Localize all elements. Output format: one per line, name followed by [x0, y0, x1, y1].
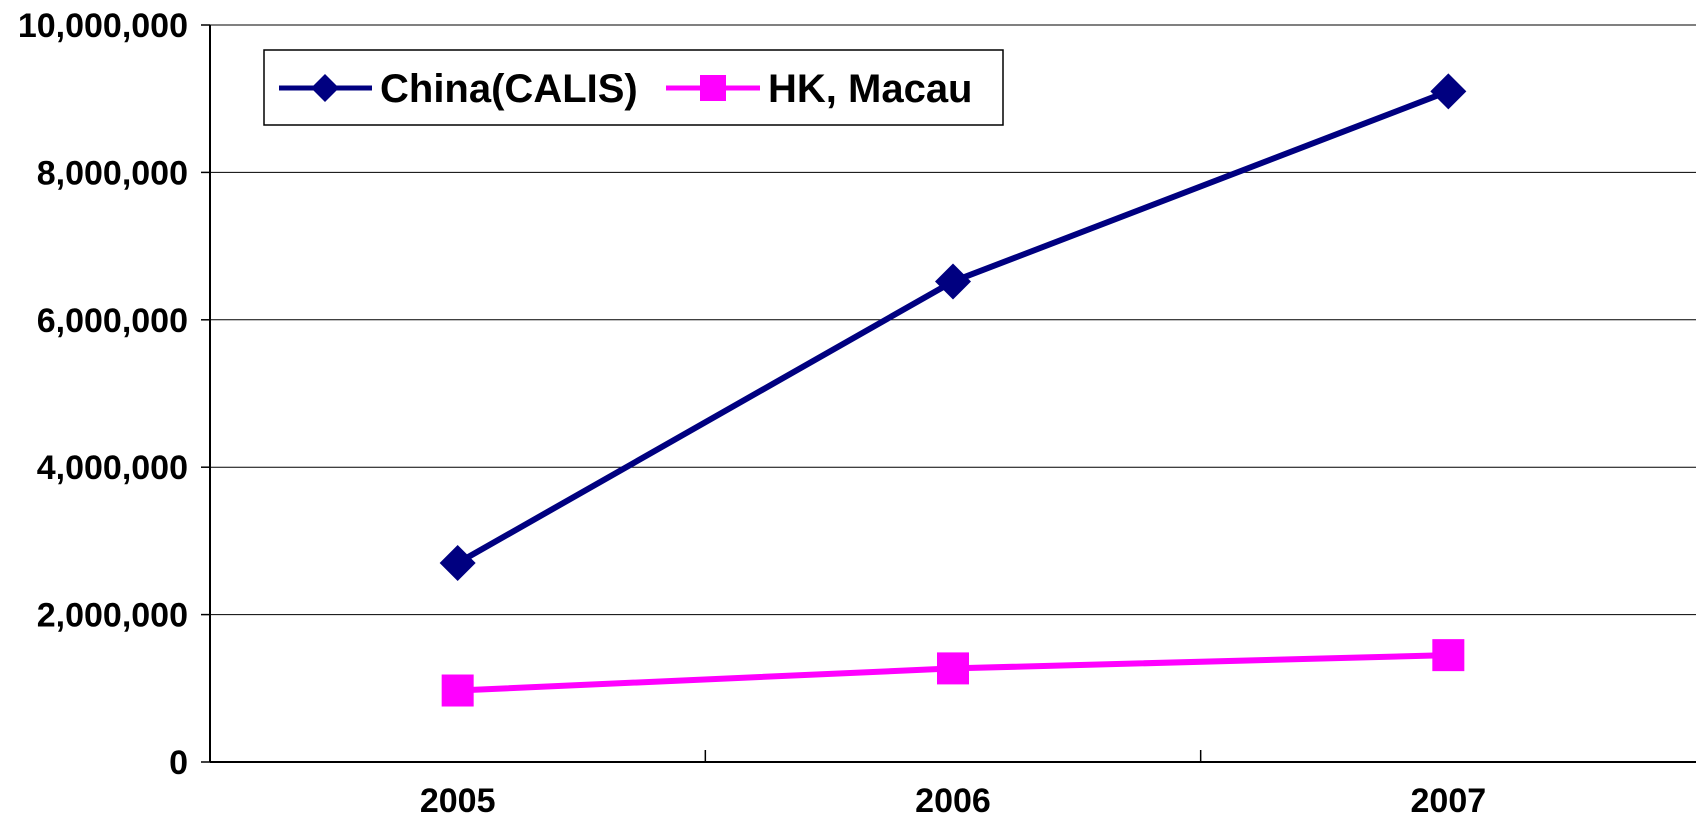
- x-tick-labels: 2005 2006 2007: [420, 782, 1486, 820]
- series-line-china: [456, 88, 1450, 566]
- gridlines: [210, 24, 1696, 616]
- y-tick-label: 2,000,000: [37, 597, 188, 635]
- y-tick-label: 0: [169, 744, 188, 782]
- legend: China(CALIS) HK, Macau: [263, 49, 1004, 126]
- data-point-china: [1430, 73, 1467, 110]
- data-point-hk-macau: [937, 652, 969, 685]
- x-tick-label: 2006: [915, 782, 991, 820]
- data-point-china: [439, 545, 476, 582]
- legend-marker-diamond-icon: [311, 74, 339, 102]
- x-tick-label: 2005: [420, 782, 496, 820]
- data-point-hk-macau: [1432, 639, 1465, 672]
- y-tick-labels: 0 2,000,000 4,000,000 6,000,000 8,000,000 10,…: [18, 7, 188, 782]
- legend-item-hk-macau: HK, Macau: [666, 67, 973, 111]
- y-tick-label: 4,000,000: [37, 449, 188, 487]
- y-tick-label: 8,000,000: [37, 154, 188, 192]
- data-point-hk-macau: [441, 674, 474, 707]
- series-lines: [439, 73, 1467, 707]
- x-tick-label: 2007: [1411, 782, 1487, 820]
- legend-label-china: China(CALIS): [380, 67, 638, 111]
- legend-marker-square-icon: [700, 75, 726, 101]
- axes: [201, 24, 1696, 763]
- legend-label-hk-macau: HK, Macau: [768, 67, 973, 111]
- y-tick-label: 10,000,000: [18, 7, 188, 45]
- data-point-china: [935, 263, 971, 300]
- legend-box: [263, 49, 1004, 126]
- y-tick-label: 6,000,000: [37, 302, 188, 340]
- legend-item-china: China(CALIS): [279, 67, 638, 111]
